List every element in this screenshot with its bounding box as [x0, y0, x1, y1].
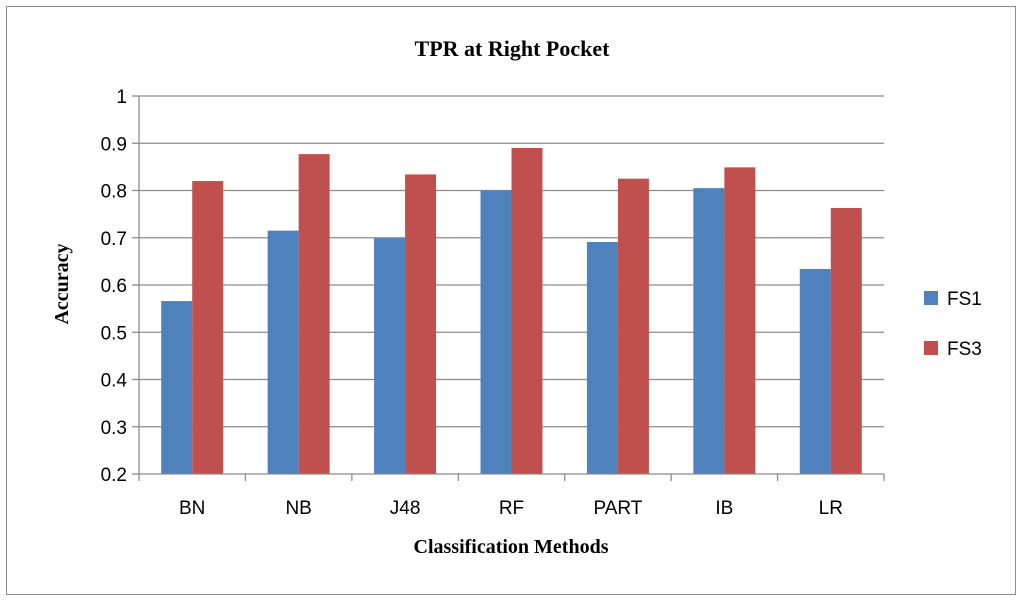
y-tick-label: 1 — [116, 87, 127, 108]
y-tick-label: 0.9 — [101, 134, 127, 155]
legend: FS1 FS3 — [924, 289, 982, 360]
legend-swatch-fs3 — [924, 341, 938, 355]
y-tick-label: 0.7 — [101, 229, 127, 250]
y-tick-label: 0.8 — [101, 182, 127, 203]
chart-title: TPR at Right Pocket — [415, 36, 611, 61]
y-axis-title: Accuracy — [51, 243, 73, 324]
x-tick-label: J48 — [390, 498, 421, 519]
y-tick-label: 0.3 — [101, 418, 127, 439]
tick-labels: 0.2 0.3 0.4 0.5 0.6 0.7 0.8 0.9 1 BN NB J48 RF PART IB… — [101, 87, 843, 519]
x-tick-label: BN — [179, 498, 205, 519]
bar-fs1-lr — [799, 268, 831, 474]
bar-fs3-nb — [298, 154, 330, 474]
x-tick-label: PART — [593, 498, 642, 519]
axes — [132, 95, 885, 481]
x-tick-label: RF — [499, 498, 524, 519]
legend-swatch-fs1 — [924, 291, 938, 305]
x-tick-label: LR — [819, 498, 843, 519]
x-axis-title: Classification Methods — [414, 536, 609, 558]
y-tick-label: 0.4 — [101, 371, 128, 392]
y-tick-label: 0.6 — [101, 276, 127, 297]
bar-fs3-ib — [724, 167, 756, 474]
y-tick-label: 0.2 — [101, 465, 127, 486]
bar-fs1-nb — [267, 230, 299, 474]
legend-label-fs3: FS3 — [947, 339, 982, 360]
bar-fs3-bn — [192, 181, 224, 475]
bar-fs1-rf — [480, 190, 512, 474]
bar-fs1-bn — [161, 301, 193, 474]
bar-fs1-part — [586, 242, 618, 474]
x-tick-label: IB — [715, 498, 733, 519]
legend-label-fs1: FS1 — [947, 289, 982, 310]
bar-fs3-rf — [511, 147, 543, 474]
bar-fs3-j48 — [405, 174, 437, 474]
x-tick-label: NB — [285, 498, 311, 519]
bar-fs1-j48 — [374, 238, 406, 474]
bar-fs3-part — [617, 178, 649, 474]
bars — [161, 147, 862, 475]
y-tick-label: 0.5 — [101, 323, 127, 344]
bar-fs1-ib — [693, 188, 725, 474]
bar-fs3-lr — [830, 207, 862, 475]
